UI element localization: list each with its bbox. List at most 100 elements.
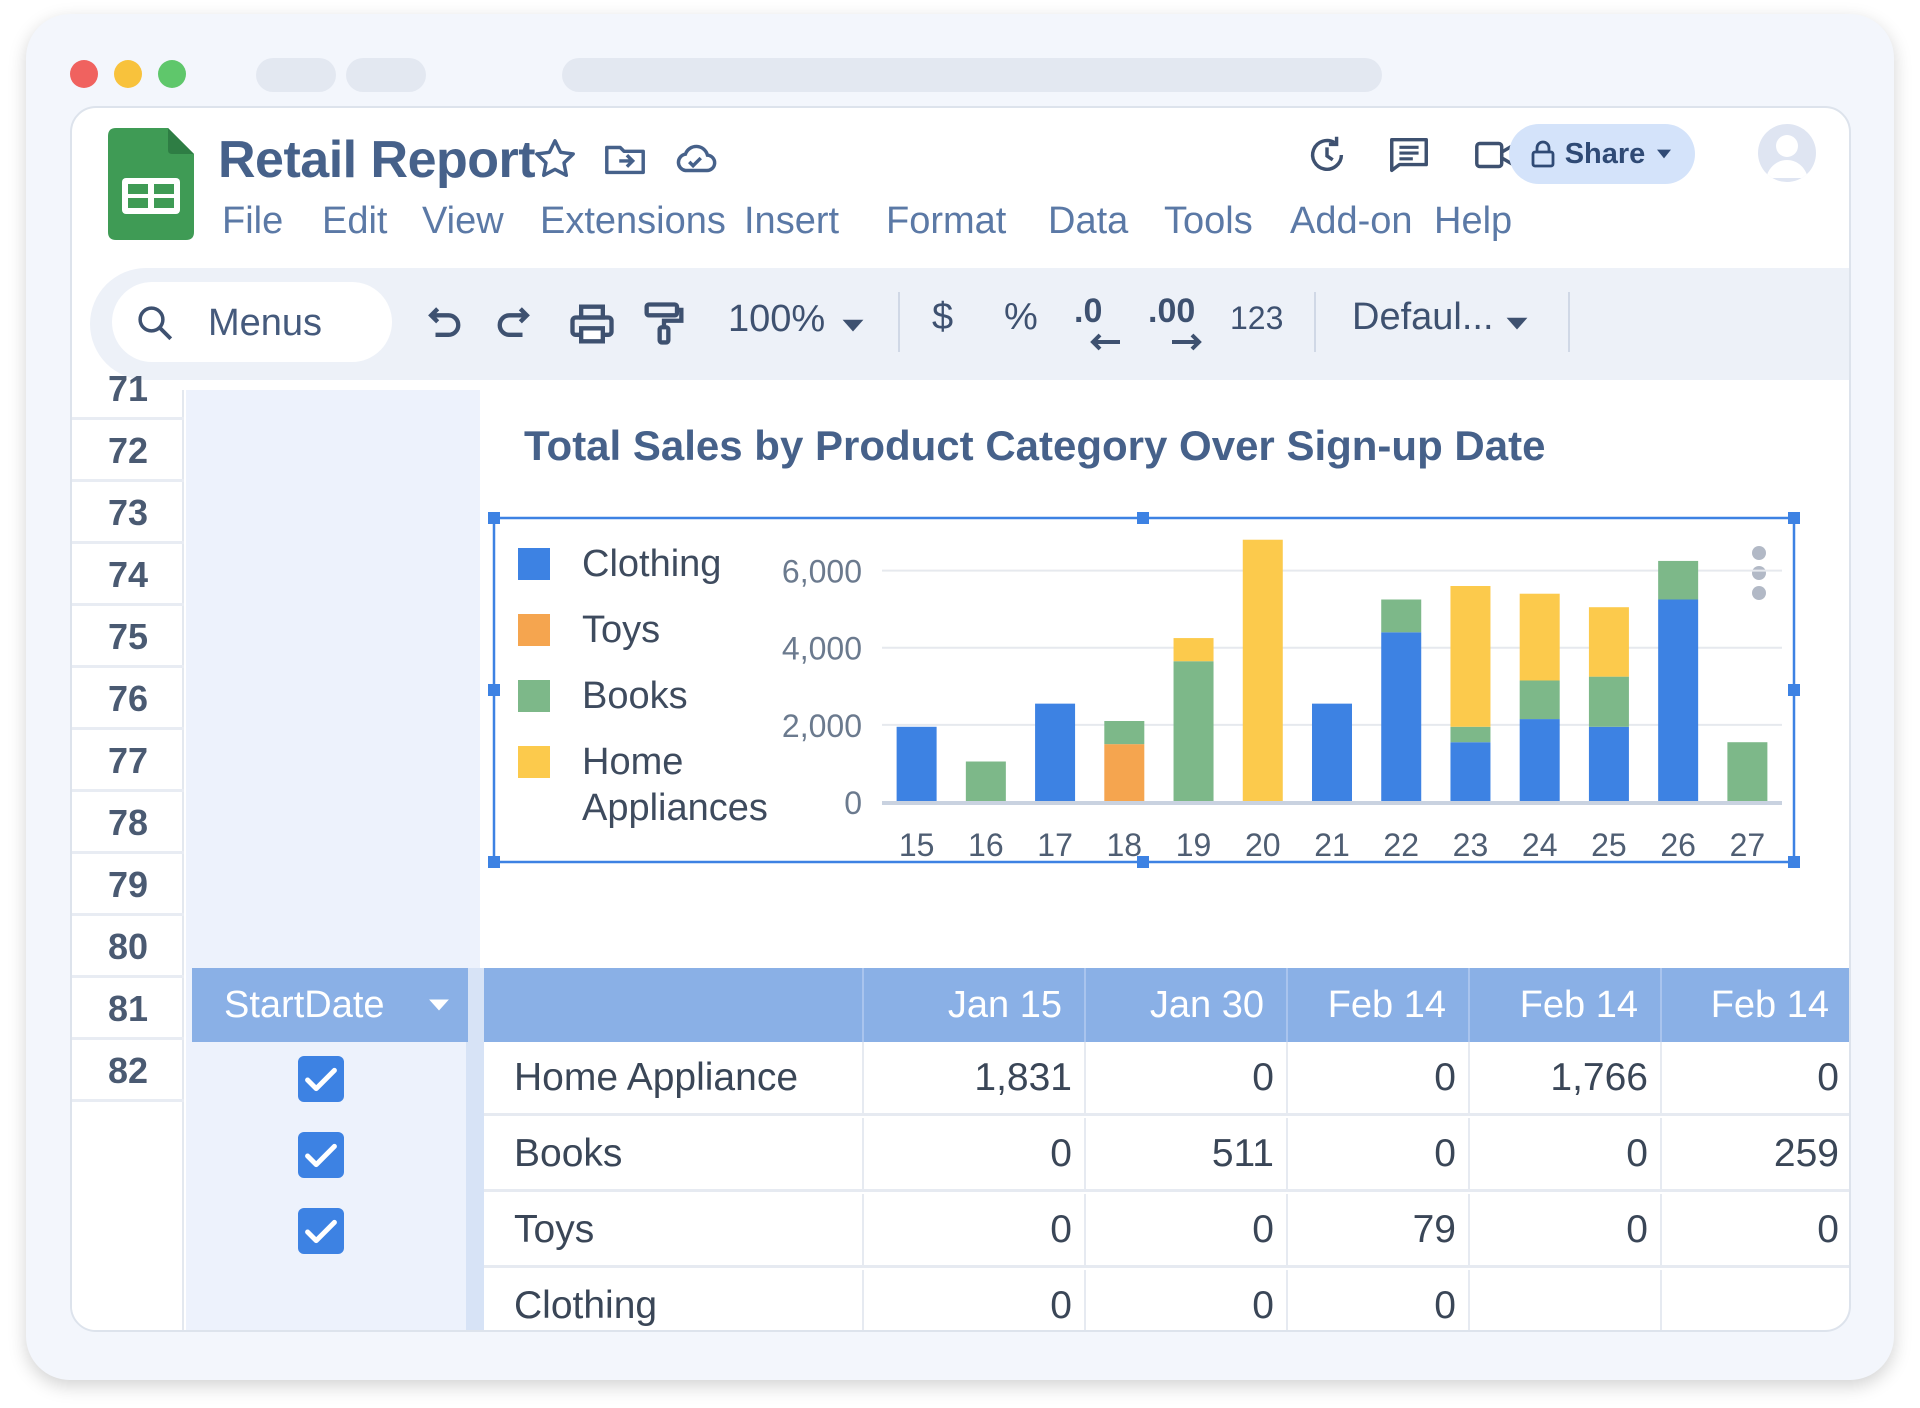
- paint-format-icon[interactable]: [638, 298, 690, 350]
- value-cell[interactable]: 0: [1288, 1270, 1470, 1330]
- value-cell[interactable]: 0: [864, 1118, 1086, 1192]
- value-cell[interactable]: 0: [1086, 1270, 1288, 1330]
- value-cell[interactable]: [1662, 1270, 1849, 1330]
- cloud-status-icon[interactable]: [672, 136, 718, 182]
- row-number[interactable]: 73: [72, 484, 184, 544]
- move-to-folder-icon[interactable]: [602, 136, 648, 182]
- category-label-cell[interactable]: Clothing: [484, 1270, 864, 1330]
- percent-format-button[interactable]: %: [1004, 296, 1038, 338]
- number-format-button[interactable]: 123: [1230, 300, 1284, 336]
- tab-pill[interactable]: [346, 58, 426, 92]
- menu-add-on[interactable]: Add-on: [1290, 200, 1413, 242]
- date-column-header[interactable]: Feb 14: [1470, 968, 1662, 1042]
- redo-icon[interactable]: [490, 298, 542, 350]
- category-label-cell[interactable]: Books: [484, 1118, 864, 1192]
- startdate-filter-header[interactable]: StartDate: [192, 968, 468, 1042]
- header-cell-blank[interactable]: [484, 968, 864, 1042]
- x-tick-label: 19: [1176, 827, 1212, 863]
- document-title[interactable]: Retail Report: [218, 131, 536, 189]
- value-cell[interactable]: 1,831: [864, 1042, 1086, 1116]
- menu-insert[interactable]: Insert: [744, 200, 840, 242]
- row-number[interactable]: 78: [72, 794, 184, 854]
- date-column-header[interactable]: Feb 14: [1662, 968, 1849, 1042]
- row-checkbox[interactable]: [298, 1208, 344, 1254]
- row-number[interactable]: 75: [72, 608, 184, 668]
- value-cell[interactable]: 0: [1470, 1118, 1662, 1192]
- value-cell[interactable]: 0: [864, 1194, 1086, 1268]
- resize-handle: [1788, 512, 1800, 524]
- font-family-select[interactable]: Defaul...: [1352, 296, 1494, 338]
- menu-data[interactable]: Data: [1048, 200, 1129, 242]
- resize-handle: [488, 512, 500, 524]
- row-number[interactable]: 81: [72, 980, 184, 1040]
- row-number[interactable]: 80: [72, 918, 184, 978]
- currency-format-button[interactable]: $: [932, 296, 954, 338]
- row-checkbox[interactable]: [298, 1056, 344, 1102]
- comments-icon[interactable]: [1386, 132, 1432, 178]
- print-icon[interactable]: [566, 298, 618, 350]
- menu-extensions[interactable]: Extensions: [540, 200, 726, 242]
- value-cell[interactable]: 0: [1662, 1042, 1849, 1116]
- frozen-pane-divider[interactable]: [466, 968, 484, 1330]
- menu-tools[interactable]: Tools: [1164, 200, 1253, 242]
- resize-handle: [488, 684, 500, 696]
- row-checkbox[interactable]: [298, 1132, 344, 1178]
- menu-file[interactable]: File: [222, 200, 284, 242]
- bar-segment: [1450, 742, 1491, 802]
- history-icon[interactable]: [1304, 132, 1350, 178]
- value-cell[interactable]: 1,766: [1470, 1042, 1662, 1116]
- increase-decimal-button[interactable]: .00: [1148, 292, 1212, 362]
- category-label-cell[interactable]: Toys: [484, 1194, 864, 1268]
- row-number[interactable]: 72: [72, 422, 184, 482]
- row-number[interactable]: 71: [72, 360, 184, 420]
- address-bar[interactable]: [562, 58, 1382, 92]
- chart-menu-dot: [1752, 546, 1766, 560]
- value-cell[interactable]: 79: [1288, 1194, 1470, 1268]
- value-cell[interactable]: 0: [1086, 1194, 1288, 1268]
- row-number[interactable]: 76: [72, 670, 184, 730]
- value-cell[interactable]: 259: [1662, 1118, 1849, 1192]
- date-column-header[interactable]: Jan 30: [1086, 968, 1288, 1042]
- search-label: Menus: [208, 302, 323, 344]
- menu-search-box[interactable]: Menus: [112, 282, 392, 362]
- undo-icon[interactable]: [416, 298, 468, 350]
- value-cell[interactable]: 0: [1470, 1194, 1662, 1268]
- value-cell[interactable]: [1470, 1270, 1662, 1330]
- value-cell[interactable]: 0: [1662, 1194, 1849, 1268]
- sales-chart[interactable]: 0 2,000 4,000 6,000 15 16 17 18 19 20 21 22 23 24 25 2…: [452, 428, 1851, 868]
- row-number[interactable]: 74: [72, 546, 184, 606]
- menu-help[interactable]: Help: [1434, 200, 1513, 242]
- row-number[interactable]: 79: [72, 856, 184, 916]
- category-label-cell[interactable]: Home Appliance: [484, 1042, 864, 1116]
- menu-edit[interactable]: Edit: [322, 200, 388, 242]
- tab-pill[interactable]: [256, 58, 336, 92]
- share-button[interactable]: Share: [1509, 124, 1695, 184]
- search-icon: [138, 306, 173, 341]
- value-cell[interactable]: 0: [1288, 1042, 1470, 1116]
- menu-format[interactable]: Format: [886, 200, 1007, 242]
- decrease-decimal-button[interactable]: .0: [1074, 292, 1134, 362]
- filter-dropdown-icon: [429, 999, 449, 1011]
- value-cell[interactable]: 511: [1086, 1118, 1288, 1192]
- bar-segment: [896, 726, 937, 802]
- value-cell[interactable]: 0: [864, 1270, 1086, 1330]
- menu-view[interactable]: View: [422, 200, 504, 242]
- row-number[interactable]: 82: [72, 1042, 184, 1102]
- date-column-header[interactable]: Feb 14: [1288, 968, 1470, 1042]
- y-tick-label: 0: [844, 785, 862, 821]
- minimize-dot[interactable]: [114, 60, 142, 88]
- zoom-dropdown-icon[interactable]: [840, 312, 866, 338]
- star-icon[interactable]: [532, 136, 578, 182]
- row-number[interactable]: 77: [72, 732, 184, 792]
- font-dropdown-icon[interactable]: [1504, 310, 1530, 336]
- startdate-column: [186, 390, 480, 1330]
- date-column-header[interactable]: Jan 15: [864, 968, 1086, 1042]
- close-dot[interactable]: [70, 60, 98, 88]
- value-cell[interactable]: 0: [1086, 1042, 1288, 1116]
- account-avatar[interactable]: [1758, 124, 1816, 182]
- maximize-dot[interactable]: [158, 60, 186, 88]
- value-cell[interactable]: 0: [1288, 1118, 1470, 1192]
- zoom-value[interactable]: 100%: [728, 298, 826, 340]
- legend-label: Clothing: [582, 543, 721, 585]
- bar-segment: [965, 761, 1006, 802]
